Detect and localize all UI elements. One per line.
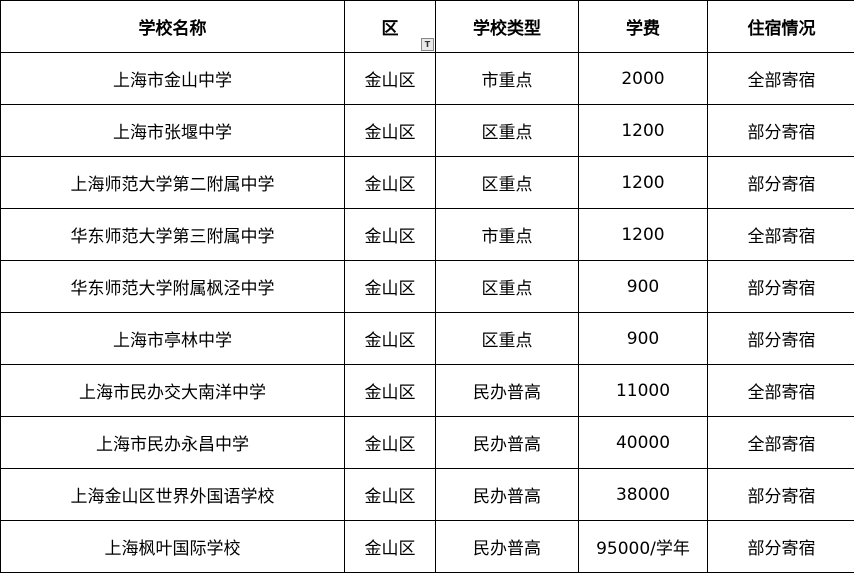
- table-row: 华东师范大学附属枫泾中学 金山区 区重点 900 部分寄宿: [0, 260, 854, 313]
- cell-tuition[interactable]: 95000/学年: [578, 520, 708, 573]
- cell-school-name[interactable]: 上海师范大学第二附属中学: [0, 156, 345, 209]
- cell-school-type[interactable]: 民办普高: [435, 416, 579, 469]
- cell-school-name[interactable]: 上海市民办交大南洋中学: [0, 364, 345, 417]
- cell-boarding[interactable]: 部分寄宿: [707, 104, 854, 157]
- cell-school-type[interactable]: 民办普高: [435, 520, 579, 573]
- header-district-label: 区: [381, 19, 399, 39]
- cell-boarding[interactable]: 全部寄宿: [707, 416, 854, 469]
- cell-school-name[interactable]: 上海市金山中学: [0, 52, 345, 105]
- cell-boarding[interactable]: 部分寄宿: [707, 520, 854, 573]
- cell-school-name[interactable]: 上海市张堰中学: [0, 104, 345, 157]
- cell-district[interactable]: 金山区: [344, 52, 436, 105]
- table-row: 上海市亭林中学 金山区 区重点 900 部分寄宿: [0, 312, 854, 365]
- cell-tuition[interactable]: 1200: [578, 156, 708, 209]
- cell-school-type[interactable]: 区重点: [435, 156, 579, 209]
- table-row: 上海市金山中学 金山区 市重点 2000 全部寄宿: [0, 52, 854, 105]
- header-school-type[interactable]: 学校类型: [435, 0, 579, 53]
- cell-tuition[interactable]: 1200: [578, 208, 708, 261]
- cell-boarding[interactable]: 部分寄宿: [707, 260, 854, 313]
- cell-school-name[interactable]: 上海市亭林中学: [0, 312, 345, 365]
- table-row: 上海市民办交大南洋中学 金山区 民办普高 11000 全部寄宿: [0, 364, 854, 417]
- cell-school-name[interactable]: 华东师范大学附属枫泾中学: [0, 260, 345, 313]
- cell-school-type[interactable]: 区重点: [435, 260, 579, 313]
- cell-district[interactable]: 金山区: [344, 312, 436, 365]
- cell-tuition[interactable]: 11000: [578, 364, 708, 417]
- cell-boarding[interactable]: 全部寄宿: [707, 208, 854, 261]
- cell-district[interactable]: 金山区: [344, 104, 436, 157]
- cell-school-name[interactable]: 华东师范大学第三附属中学: [0, 208, 345, 261]
- cell-boarding[interactable]: 部分寄宿: [707, 312, 854, 365]
- cell-district[interactable]: 金山区: [344, 468, 436, 521]
- filter-icon[interactable]: T: [421, 38, 434, 51]
- cell-tuition[interactable]: 900: [578, 260, 708, 313]
- cell-school-type[interactable]: 民办普高: [435, 364, 579, 417]
- cell-district[interactable]: 金山区: [344, 364, 436, 417]
- cell-tuition[interactable]: 38000: [578, 468, 708, 521]
- table-row: 上海金山区世界外国语学校 金山区 民办普高 38000 部分寄宿: [0, 468, 854, 521]
- cell-school-type[interactable]: 民办普高: [435, 468, 579, 521]
- cell-school-type[interactable]: 市重点: [435, 208, 579, 261]
- cell-school-type[interactable]: 区重点: [435, 312, 579, 365]
- table-row: 上海市民办永昌中学 金山区 民办普高 40000 全部寄宿: [0, 416, 854, 469]
- cell-school-name[interactable]: 上海市民办永昌中学: [0, 416, 345, 469]
- cell-district[interactable]: 金山区: [344, 208, 436, 261]
- cell-boarding[interactable]: 全部寄宿: [707, 364, 854, 417]
- cell-tuition[interactable]: 40000: [578, 416, 708, 469]
- cell-boarding[interactable]: 部分寄宿: [707, 156, 854, 209]
- header-boarding[interactable]: 住宿情况: [707, 0, 854, 53]
- cell-district[interactable]: 金山区: [344, 416, 436, 469]
- table-row: 上海市张堰中学 金山区 区重点 1200 部分寄宿: [0, 104, 854, 157]
- table-row: 上海枫叶国际学校 金山区 民办普高 95000/学年 部分寄宿: [0, 520, 854, 573]
- cell-district[interactable]: 金山区: [344, 520, 436, 573]
- cell-boarding[interactable]: 全部寄宿: [707, 52, 854, 105]
- cell-boarding[interactable]: 部分寄宿: [707, 468, 854, 521]
- header-tuition[interactable]: 学费: [578, 0, 708, 53]
- cell-school-type[interactable]: 市重点: [435, 52, 579, 105]
- table-row: 上海师范大学第二附属中学 金山区 区重点 1200 部分寄宿: [0, 156, 854, 209]
- header-school-name[interactable]: 学校名称: [0, 0, 345, 53]
- cell-school-name[interactable]: 上海金山区世界外国语学校: [0, 468, 345, 521]
- cell-district[interactable]: 金山区: [344, 260, 436, 313]
- cell-tuition[interactable]: 1200: [578, 104, 708, 157]
- cell-tuition[interactable]: 900: [578, 312, 708, 365]
- cell-school-type[interactable]: 区重点: [435, 104, 579, 157]
- cell-tuition[interactable]: 2000: [578, 52, 708, 105]
- cell-district[interactable]: 金山区: [344, 156, 436, 209]
- table-row: 华东师范大学第三附属中学 金山区 市重点 1200 全部寄宿: [0, 208, 854, 261]
- cell-school-name[interactable]: 上海枫叶国际学校: [0, 520, 345, 573]
